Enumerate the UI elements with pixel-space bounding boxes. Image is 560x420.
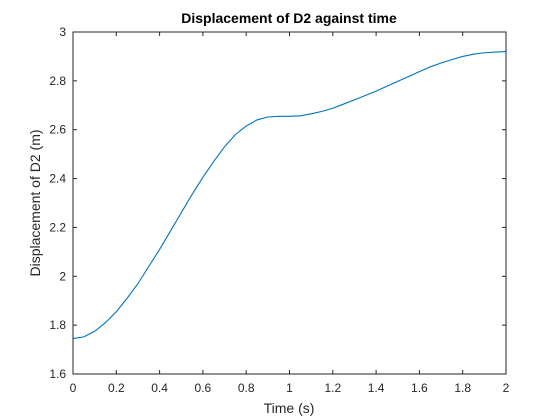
x-tick-label: 0.6 xyxy=(195,381,212,395)
y-tick-label: 1.6 xyxy=(49,367,66,381)
x-tick-label: 2 xyxy=(503,381,510,395)
y-axis-ticks: 1.6 1.8 2 2.2 2.4 2.6 2.8 3 xyxy=(49,25,506,381)
y-tick-label: 2.4 xyxy=(49,172,66,186)
series-layer xyxy=(72,50,507,340)
x-tick-label: 0.2 xyxy=(108,381,125,395)
x-tick-label: 1.2 xyxy=(324,381,341,395)
x-tick-label: 0.4 xyxy=(151,381,168,395)
x-tick-label: 1 xyxy=(286,381,293,395)
y-tick-label: 2.6 xyxy=(49,123,66,137)
series-line xyxy=(72,50,507,340)
x-axis-label: Time (s) xyxy=(264,400,315,416)
chart-title: Displacement of D2 against time xyxy=(181,10,397,26)
x-tick-label: 0.8 xyxy=(238,381,255,395)
y-tick-label: 2.8 xyxy=(49,74,66,88)
x-tick-label: 1.8 xyxy=(454,381,471,395)
y-axis-label: Displacement of D2 (m) xyxy=(27,129,43,276)
x-axis-ticks: 0 0.2 0.4 0.6 0.8 1 1.2 1.4 1.6 1.8 2 xyxy=(70,32,510,395)
y-tick-label: 1.8 xyxy=(49,318,66,332)
x-tick-label: 1.4 xyxy=(368,381,385,395)
y-tick-label: 2 xyxy=(59,269,66,283)
y-tick-label: 3 xyxy=(59,25,66,39)
x-tick-label: 0 xyxy=(70,381,77,395)
plot-area xyxy=(73,32,506,374)
y-tick-label: 2.2 xyxy=(49,220,66,234)
x-tick-label: 1.6 xyxy=(411,381,428,395)
